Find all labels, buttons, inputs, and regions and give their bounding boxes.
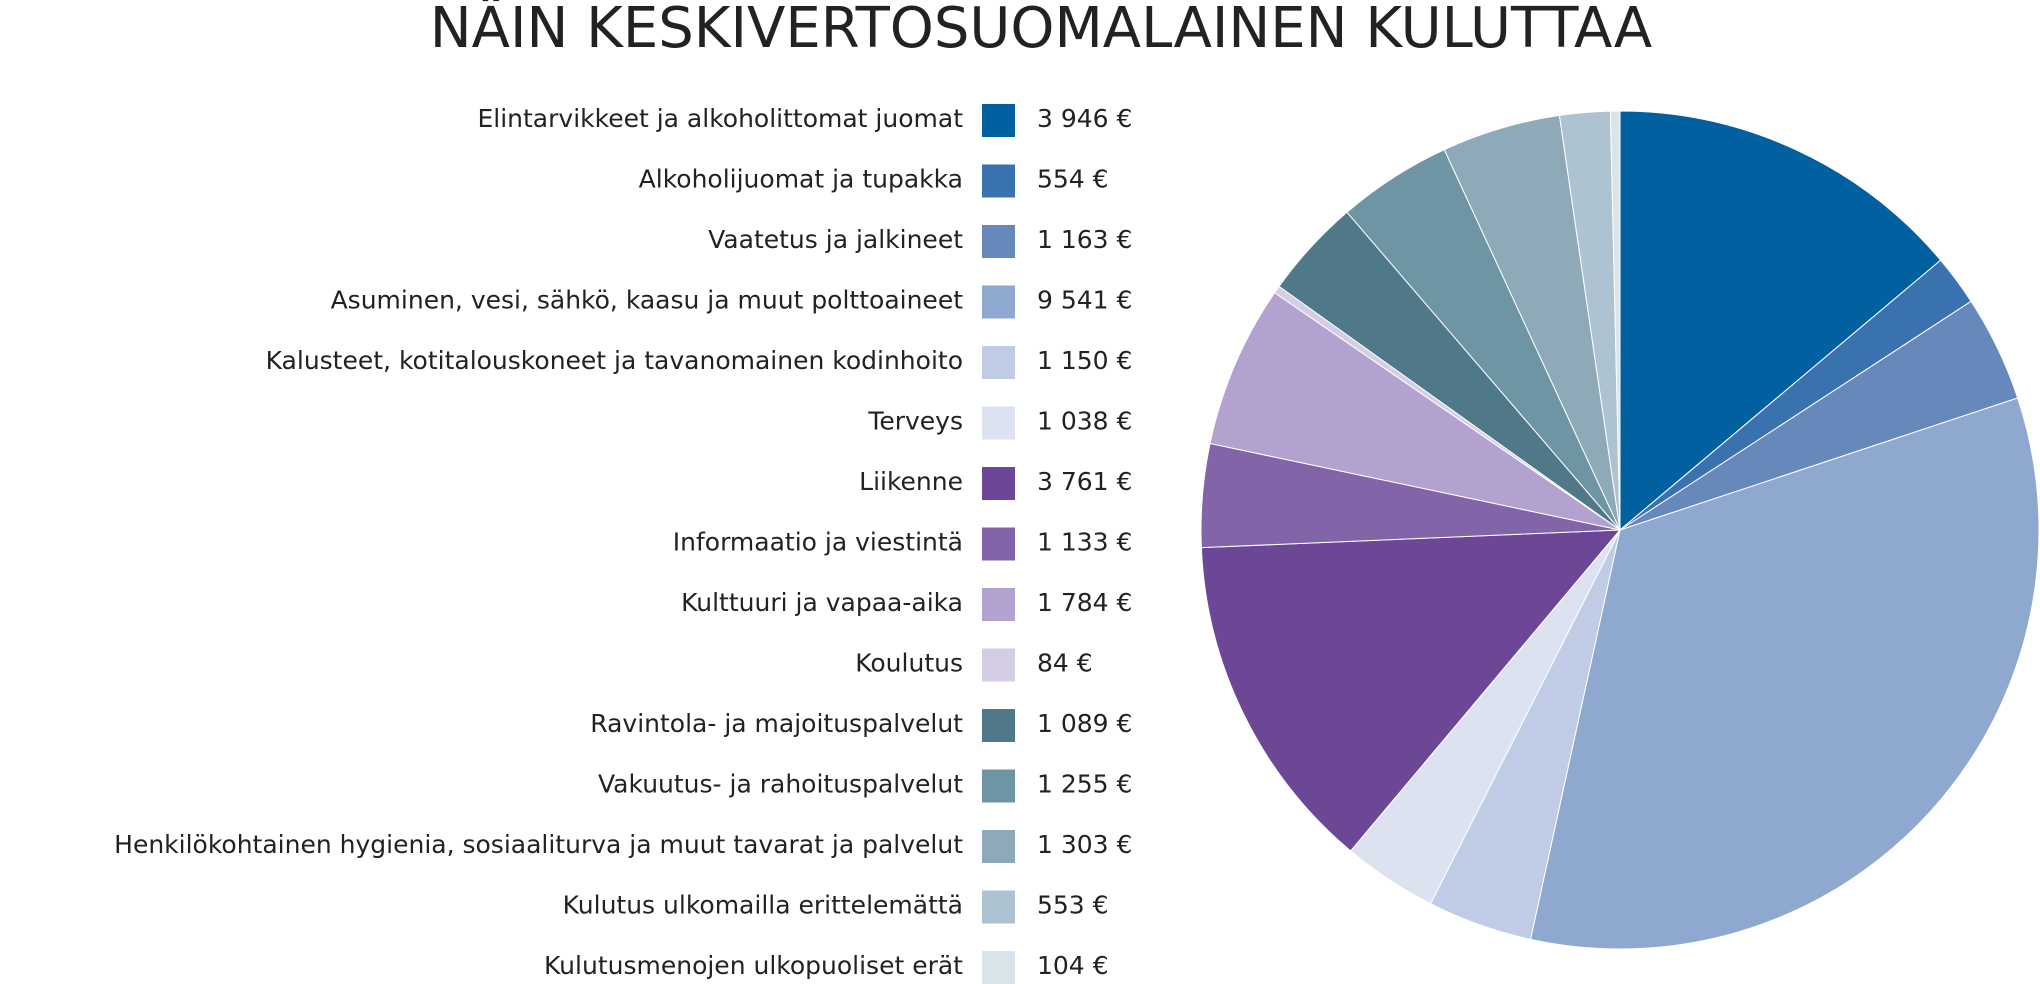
value-label: 1 133 € (1037, 528, 1132, 557)
legend-label: Henkilökohtainen hygienia, sosiaaliturva… (114, 830, 963, 859)
legend-swatch (982, 648, 1015, 682)
value-label: 554 € (1037, 165, 1109, 194)
value-label: 1 150 € (1037, 346, 1132, 375)
legend-swatch (982, 527, 1015, 561)
legend-label: Ravintola- ja majoituspalvelut (590, 709, 963, 738)
legend-label: Terveys (867, 407, 963, 436)
value-label: 553 € (1037, 891, 1109, 920)
value-label: 1 303 € (1037, 830, 1132, 859)
value-label: 9 541 € (1037, 286, 1132, 315)
legend-label: Vakuutus- ja rahoituspalvelut (598, 770, 963, 799)
legend-label: Elintarvikkeet ja alkoholittomat juomat (477, 104, 963, 133)
legend-label: Asuminen, vesi, sähkö, kaasu ja muut pol… (331, 286, 964, 315)
legend-label: Alkoholijuomat ja tupakka (639, 165, 963, 194)
legend-label: Kulutusmenojen ulkopuoliset erät (544, 951, 963, 980)
legend-swatch (982, 951, 1015, 984)
legend-swatch (982, 164, 1015, 198)
pie-slice (1529, 397, 2040, 950)
legend-label: Vaatetus ja jalkineet (708, 225, 963, 254)
legend-swatch (982, 588, 1015, 621)
legend-swatch (982, 467, 1015, 500)
value-label: 84 € (1037, 649, 1093, 678)
legend-label: Informaatio ja viestintä (673, 528, 963, 557)
value-label: 1 163 € (1037, 225, 1132, 254)
legend-swatch (982, 104, 1015, 137)
legend-label: Kulttuuri ja vapaa-aika (681, 588, 963, 617)
pie-slice (1609, 110, 1621, 531)
value-label: 1 089 € (1037, 709, 1132, 738)
value-label: 3 946 € (1037, 104, 1132, 133)
pie-slice (1619, 110, 1942, 532)
pie-slice (1209, 292, 1621, 531)
chart-title: NÄIN KESKIVERTOSUOMALAINEN KULUTTAA (430, 0, 1652, 61)
legend-swatch (982, 890, 1015, 924)
legend-label: Liikenne (859, 467, 963, 496)
value-label: 1 784 € (1037, 588, 1132, 617)
legend-swatch (982, 830, 1015, 863)
legend-swatch (982, 346, 1015, 379)
legend-swatch (982, 285, 1015, 319)
legend-swatch (982, 709, 1015, 742)
legend-label: Kalusteet, kotitalouskoneet ja tavanomai… (266, 346, 963, 375)
value-label: 1 038 € (1037, 407, 1132, 436)
legend-swatch (982, 225, 1015, 258)
value-label: 3 761 € (1037, 467, 1132, 496)
legend-label: Koulutus (855, 649, 963, 678)
legend-label: Kulutus ulkomailla erittelemättä (563, 891, 963, 920)
legend-swatch (982, 406, 1015, 440)
value-label: 104 € (1037, 951, 1109, 980)
legend-swatch (982, 769, 1015, 803)
value-label: 1 255 € (1037, 770, 1132, 799)
pie-slice (1200, 529, 1622, 852)
